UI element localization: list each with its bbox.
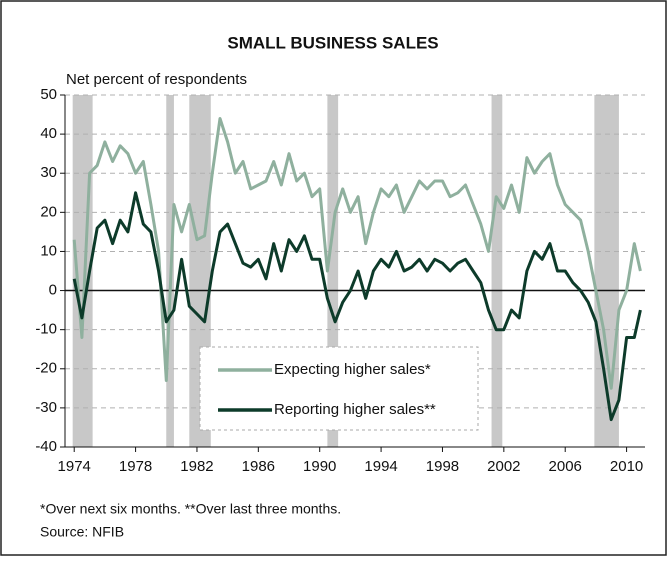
legend-label: Reporting higher sales** (274, 401, 436, 418)
y-tick-label: 10 (40, 242, 57, 259)
recession-band (491, 95, 503, 447)
series-line (72, 117, 642, 390)
recession-band (327, 95, 339, 447)
y-tick-label: -20 (35, 360, 57, 377)
x-tick-label: 1990 (303, 458, 336, 475)
y-tick-label: 50 (40, 86, 57, 103)
x-tick-label: 2010 (610, 458, 643, 475)
y-tick-label: -40 (35, 438, 57, 455)
x-tick-label: 2002 (487, 458, 520, 475)
x-tick-label: 2006 (549, 458, 582, 475)
legend-box (199, 346, 479, 431)
x-tick-label: 1994 (364, 458, 397, 475)
x-tick-label: 1974 (58, 458, 91, 475)
y-tick-label: 40 (40, 125, 57, 142)
chart-title: SMALL BUSINESS SALES (227, 33, 438, 52)
x-tick-label: 1978 (119, 458, 152, 475)
y-tick-label: 0 (49, 282, 57, 299)
recession-band (72, 95, 93, 447)
x-tick-label: 1998 (426, 458, 459, 475)
source: Source: NFIB (40, 524, 124, 540)
series-line (72, 191, 642, 422)
y-axis-label: Net percent of respondents (66, 71, 247, 88)
y-tick-label: -30 (35, 399, 57, 416)
legend-label: Expecting higher sales* (274, 361, 431, 378)
y-tick-label: 30 (40, 164, 57, 181)
y-tick-label: -10 (35, 321, 57, 338)
y-tick-label: 20 (40, 203, 57, 220)
x-tick-label: 1986 (242, 458, 275, 475)
x-tick-label: 1982 (180, 458, 213, 475)
footnote: *Over next six months. **Over last three… (40, 501, 341, 517)
